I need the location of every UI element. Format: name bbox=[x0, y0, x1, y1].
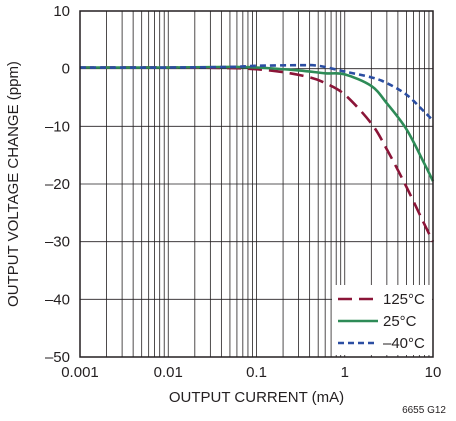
x-tick-label: 0.1 bbox=[246, 364, 267, 381]
plot-frame bbox=[79, 10, 434, 358]
y-tick-label: –30 bbox=[45, 234, 70, 251]
y-tick-label: –50 bbox=[45, 349, 70, 366]
legend-label-0: 125°C bbox=[383, 291, 425, 308]
y-tick-label: –10 bbox=[45, 118, 70, 135]
x-tick-label: 0.001 bbox=[61, 364, 99, 381]
legend-label-2: –40°C bbox=[383, 335, 425, 352]
y-tick-label: 0 bbox=[62, 61, 70, 78]
figure-id: 6655 G12 bbox=[402, 405, 446, 416]
legend: 125°C 25°C –40°C bbox=[332, 285, 432, 355]
series-line-0 bbox=[79, 66, 435, 243]
y-tick-label: 10 bbox=[53, 3, 70, 20]
y-axis-label: OUTPUT VOLTAGE CHANGE (ppm) bbox=[5, 61, 22, 307]
y-tick-labels: 10 0 –10 –20 –30 –40 –50 bbox=[45, 3, 70, 366]
x-tick-label: 10 bbox=[425, 364, 442, 381]
x-axis-label: OUTPUT CURRENT (mA) bbox=[169, 389, 344, 406]
x-tick-label: 0.01 bbox=[154, 364, 183, 381]
series-layer bbox=[79, 63, 435, 243]
legend-label-1: 25°C bbox=[383, 313, 417, 330]
x-tick-label: 1 bbox=[341, 364, 349, 381]
y-tick-label: –20 bbox=[45, 176, 70, 193]
x-tick-labels: 0.001 0.01 0.1 1 10 bbox=[61, 364, 441, 381]
series-line-2 bbox=[79, 63, 434, 122]
y-tick-label: –40 bbox=[45, 291, 70, 308]
